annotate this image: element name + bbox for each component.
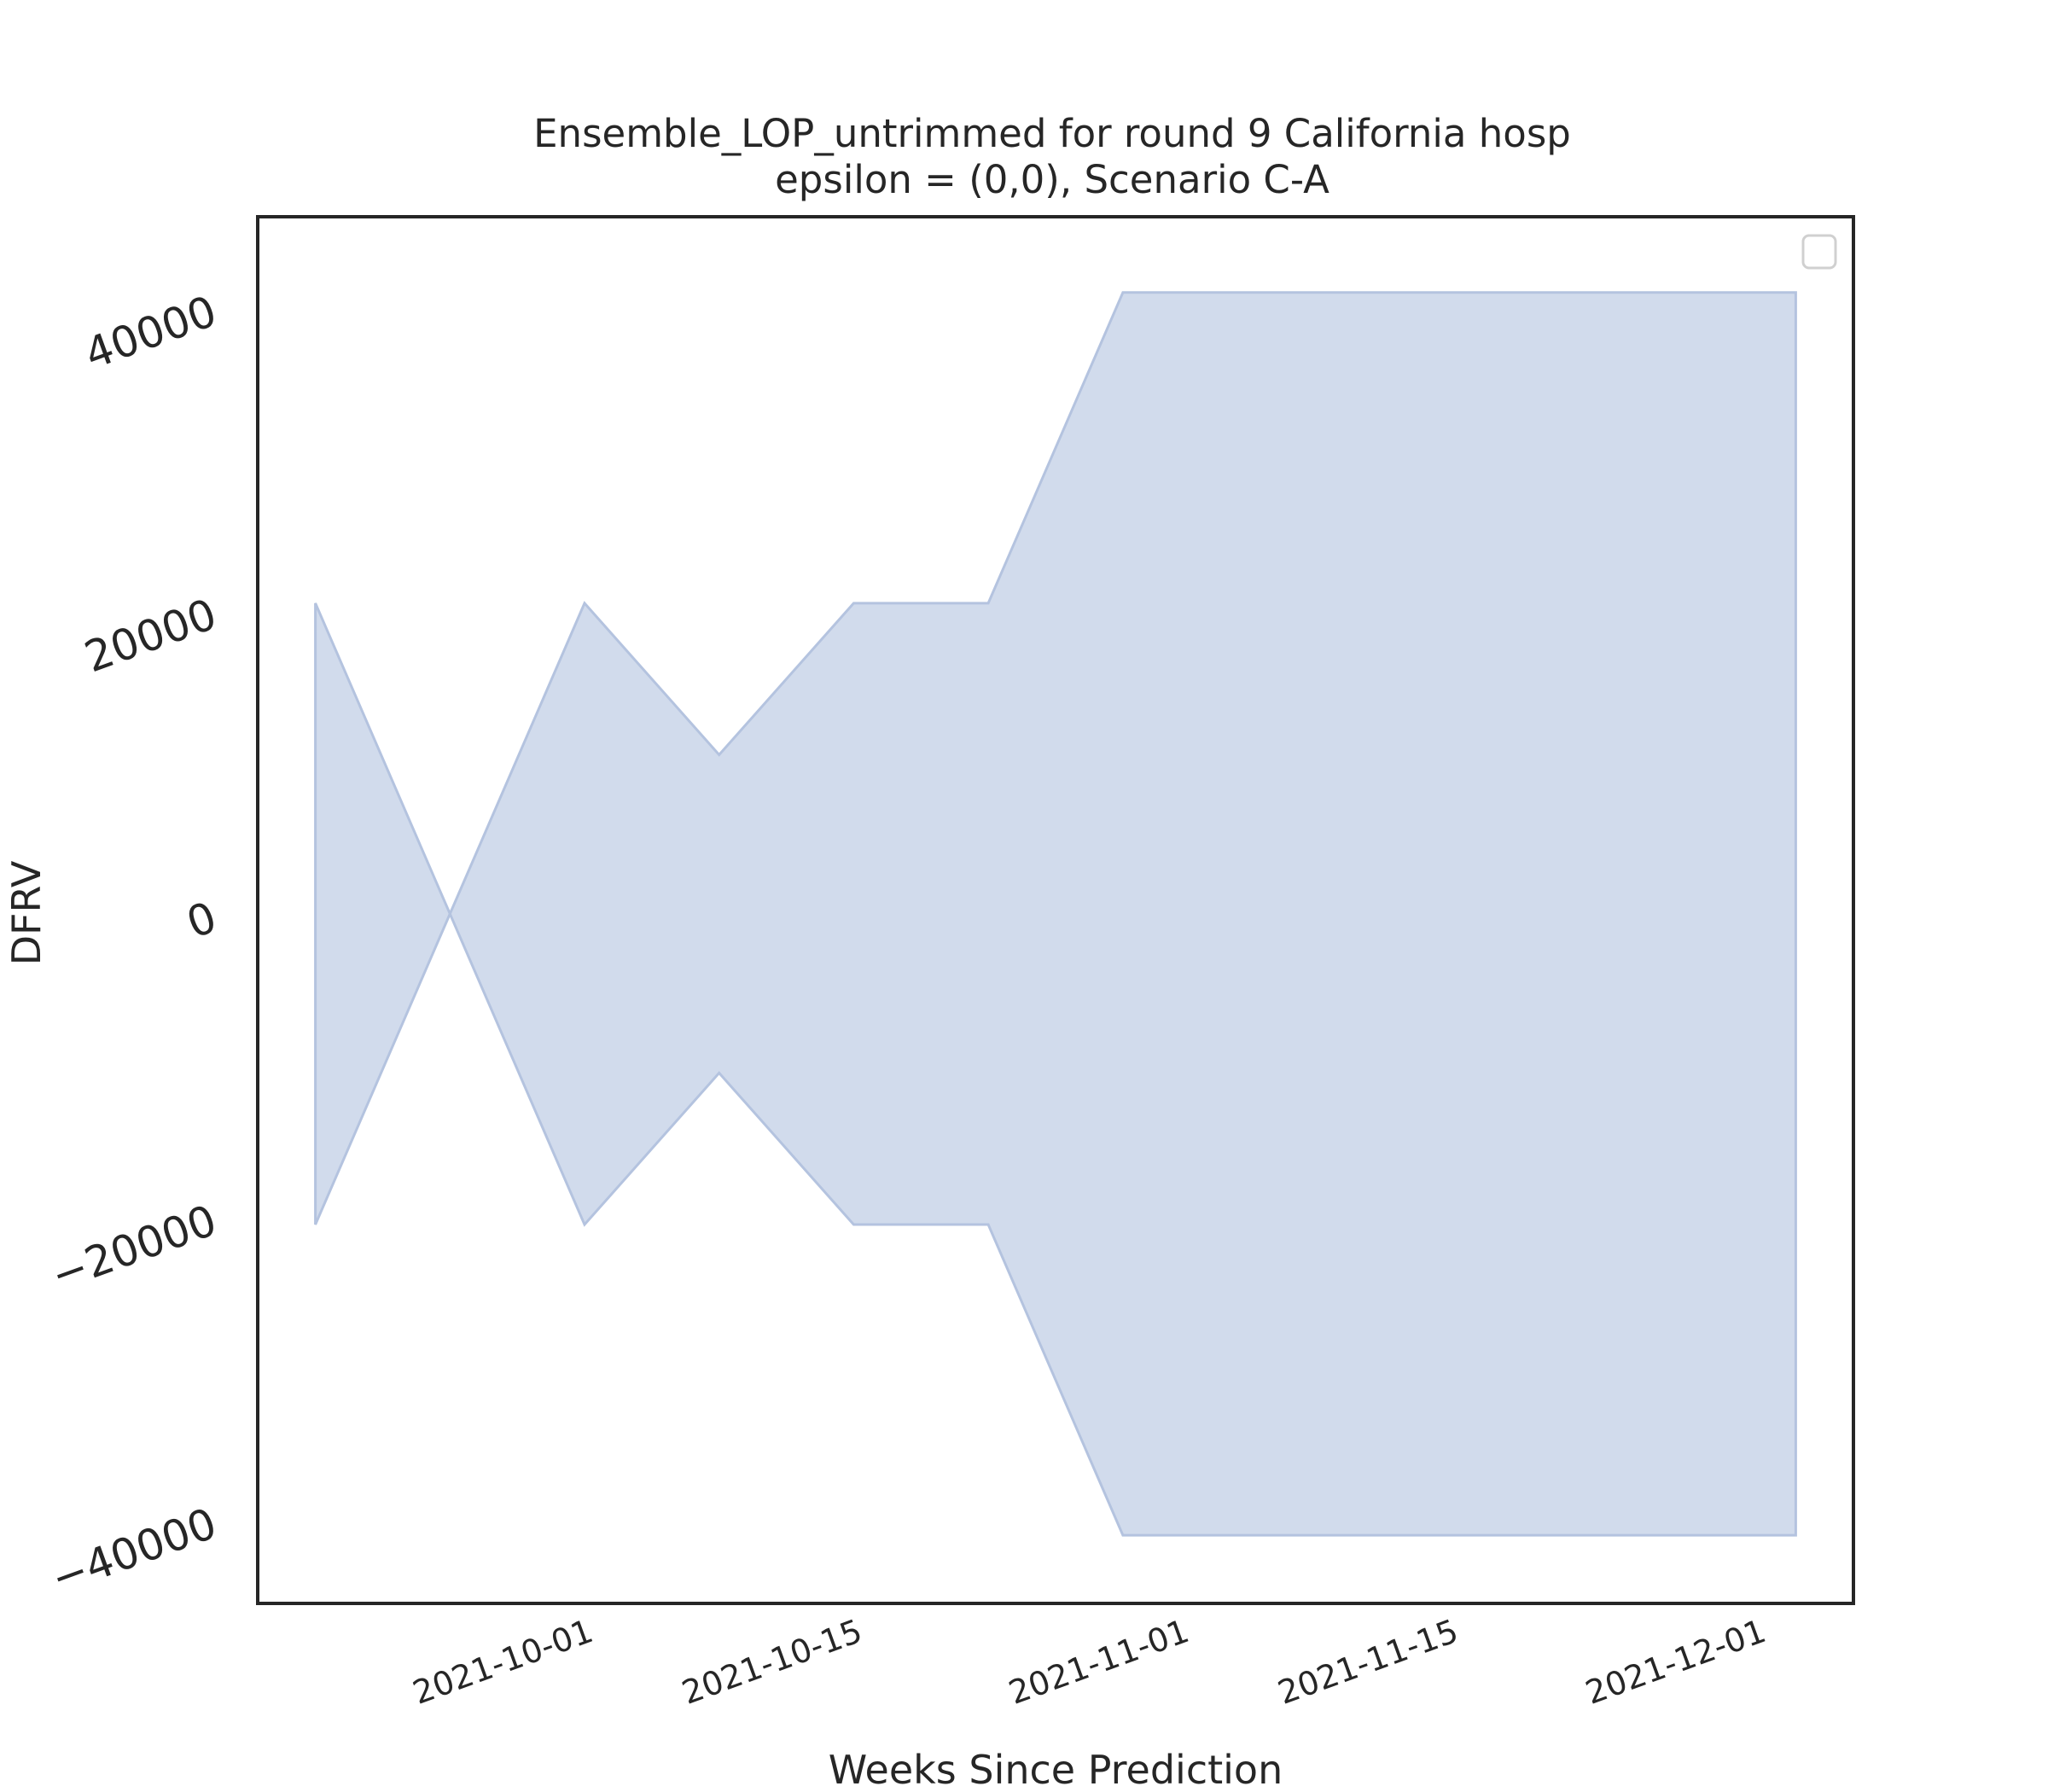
x-axis-ticks: 2021-10-01 2021-10-15 2021-11-01 2021-11-15… xyxy=(408,1612,1771,1712)
y-tick-label: −40000 xyxy=(44,1498,223,1603)
y-tick-label: 20000 xyxy=(79,589,223,682)
plot-area xyxy=(314,291,1797,1537)
y-tick-label: 0 xyxy=(180,893,223,948)
y-axis-label: DFRV xyxy=(3,860,49,965)
plot-frame xyxy=(256,215,1855,1605)
chart-subtitle: epsilon = (0,0), Scenario C-A xyxy=(775,157,1329,202)
x-tick-label: 2021-11-01 xyxy=(1004,1612,1194,1712)
uncertainty-band xyxy=(314,291,1797,1537)
chart-title: Ensemble_LOP_untrimmed for round 9 Calif… xyxy=(533,111,1571,156)
y-tick-label: −20000 xyxy=(44,1196,223,1300)
x-tick-label: 2021-10-01 xyxy=(408,1612,598,1712)
x-axis-label: Weeks Since Prediction xyxy=(829,1747,1283,1792)
y-tick-label: 40000 xyxy=(79,286,223,379)
x-tick-label: 2021-12-01 xyxy=(1580,1612,1771,1712)
x-tick-label: 2021-10-15 xyxy=(677,1612,867,1712)
y-axis-ticks: −40000 −20000 0 20000 40000 xyxy=(44,286,223,1603)
x-tick-label: 2021-11-15 xyxy=(1273,1612,1463,1712)
legend-box xyxy=(1801,234,1837,270)
